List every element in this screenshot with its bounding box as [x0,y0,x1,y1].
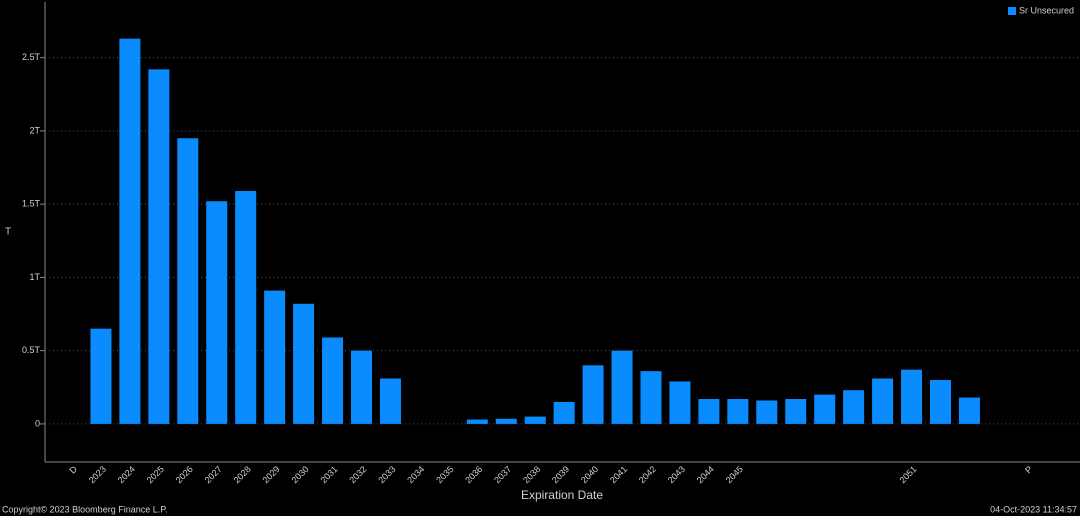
bar [785,399,807,424]
bar [669,381,691,424]
bar [727,399,749,424]
bar [235,190,257,424]
y-tick-label: 0 [35,418,40,428]
bar [611,350,633,424]
x-axis-label: Expiration Date [521,488,603,502]
bar [177,138,199,424]
bar [90,328,112,424]
y-tick-label: 0.5T [22,345,41,355]
bar [930,379,951,424]
bar [553,401,575,424]
bar [206,201,228,424]
y-tick-label: 2.5T [22,52,41,62]
bar [872,378,894,424]
bar [640,371,662,424]
legend-label: Sr Unsecured [1019,5,1074,15]
bar [351,350,372,424]
bar [843,390,865,424]
bar [524,416,546,424]
bar [466,419,488,424]
bar [322,337,344,424]
y-axis-label: T [5,227,11,238]
bar [148,69,170,424]
y-tick-label: 2T [29,125,40,135]
bar [582,365,604,424]
bar [756,400,778,424]
y-tick-label: 1T [29,272,40,282]
bar [264,290,286,424]
y-tick-label: 1.5T [22,199,41,209]
bar [698,399,720,424]
bar [119,38,141,424]
bar [958,397,980,424]
bar [495,418,517,424]
bar [901,369,923,424]
legend-swatch [1008,7,1016,15]
bar [293,303,315,424]
footer: 04-Oct-2023 11:34:57 [990,504,1077,514]
bar [814,394,836,424]
x-tick-label: P [1023,464,1034,475]
footer: Copyright© 2023 Bloomberg Finance L.P. [2,504,168,514]
bar [379,378,401,424]
